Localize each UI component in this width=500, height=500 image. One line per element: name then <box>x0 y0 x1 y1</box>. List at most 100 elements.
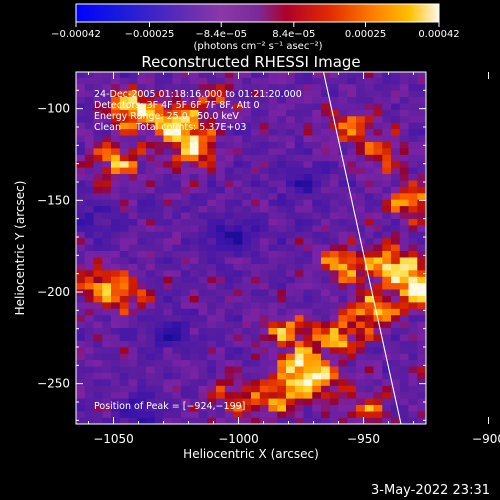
heatmap-cell <box>277 244 287 251</box>
heatmap-cell <box>198 372 208 380</box>
heatmap-cell <box>251 404 261 412</box>
heatmap-cell <box>207 302 217 309</box>
heatmap-cell <box>312 314 322 322</box>
heatmap-cell <box>137 199 147 207</box>
heatmap-cell <box>356 141 366 149</box>
heatmap-cell <box>286 334 296 341</box>
heatmap-cell <box>373 96 383 104</box>
heatmap-cell <box>286 122 296 130</box>
heatmap-cell <box>417 96 426 104</box>
heatmap-cell <box>382 116 392 123</box>
heatmap-cell <box>102 103 112 110</box>
heatmap-cell <box>268 314 278 322</box>
heatmap-cell <box>111 135 121 142</box>
heatmap-cell <box>102 385 112 393</box>
heatmap-cell <box>146 72 156 78</box>
heatmap-cell <box>347 244 357 251</box>
heatmap-cell <box>251 237 261 245</box>
heatmap-cell <box>172 212 182 219</box>
heatmap-cell <box>408 289 418 296</box>
heatmap-cell <box>102 122 112 130</box>
heatmap-cell <box>321 173 331 181</box>
heatmap-cell <box>356 244 366 251</box>
heatmap-cell <box>277 237 287 245</box>
heatmap-cell <box>172 276 182 284</box>
heatmap-cell <box>119 135 129 142</box>
heatmap-cell <box>408 379 418 386</box>
heatmap-cell <box>399 398 409 405</box>
heatmap-cell <box>216 282 226 290</box>
heatmap-cell <box>146 417 156 424</box>
heatmap-cell <box>137 225 147 232</box>
heatmap-cell <box>329 212 339 219</box>
heatmap-cell <box>181 340 191 348</box>
heatmap-cell <box>154 225 164 232</box>
heatmap-cell <box>198 109 208 117</box>
heatmap-cell <box>303 135 313 142</box>
heatmap-cell <box>277 327 287 335</box>
heatmap-cell <box>391 180 401 187</box>
heatmap-cell <box>312 347 322 354</box>
heatmap-cell <box>286 237 296 245</box>
heatmap-cell <box>364 308 374 316</box>
heatmap-cell <box>347 231 357 239</box>
heatmap-cell <box>408 359 418 367</box>
heatmap-cell <box>172 327 182 335</box>
heatmap-cell <box>356 128 366 136</box>
heatmap-cell <box>198 359 208 367</box>
heatmap-cell <box>102 212 112 219</box>
heatmap-cell <box>259 72 269 78</box>
heatmap-cell <box>277 90 287 97</box>
heatmap-cell <box>347 385 357 393</box>
heatmap-cell <box>137 103 147 110</box>
heatmap-cell <box>399 263 409 271</box>
heatmap-cell <box>382 128 392 136</box>
heatmap-cell <box>356 96 366 104</box>
heatmap-cell <box>347 154 357 162</box>
heatmap-cell <box>111 276 121 284</box>
heatmap-cell <box>277 199 287 207</box>
heatmap-cell <box>356 263 366 271</box>
heatmap-cell <box>154 302 164 309</box>
heatmap-cell <box>382 180 392 187</box>
heatmap-cell <box>233 404 243 412</box>
heatmap-cell <box>93 340 103 348</box>
heatmap-cell <box>189 282 199 290</box>
heatmap-cell <box>329 154 339 162</box>
heatmap-cell <box>382 103 392 110</box>
heatmap-cell <box>102 327 112 335</box>
heatmap-cell <box>268 167 278 174</box>
heatmap-cell <box>224 257 234 264</box>
heatmap-cell <box>242 340 252 348</box>
heatmap-cell <box>382 417 392 424</box>
heatmap-cell <box>76 122 86 130</box>
heatmap-cell <box>207 391 217 399</box>
heatmap-cell <box>102 340 112 348</box>
heatmap-cell <box>294 83 304 91</box>
heatmap-cell <box>399 90 409 97</box>
heatmap-cell <box>163 270 173 277</box>
heatmap-cell <box>128 154 138 162</box>
heatmap-cell <box>329 180 339 187</box>
heatmap-cell <box>347 270 357 277</box>
heatmap-cell <box>356 289 366 296</box>
heatmap-cell <box>189 231 199 239</box>
heatmap-cell <box>181 276 191 284</box>
heatmap-cell <box>181 96 191 104</box>
heatmap-cell <box>338 391 348 399</box>
heatmap-cell <box>172 282 182 290</box>
heatmap-cell <box>321 154 331 162</box>
heatmap-cell <box>137 180 147 187</box>
heatmap-cell <box>251 385 261 393</box>
heatmap-cell <box>382 282 392 290</box>
heatmap-cell <box>294 225 304 232</box>
heatmap-cell <box>207 314 217 322</box>
heatmap-cell <box>303 148 313 155</box>
heatmap-cell <box>399 353 409 361</box>
heatmap-cell <box>172 244 182 251</box>
heatmap-cell <box>198 212 208 219</box>
heatmap-cell <box>111 302 121 309</box>
colorbar-ticks: −0.00042 −0.00025 −8.4e−05 8.4e−05 0.00025 0.… <box>51 22 460 40</box>
heatmap-cell <box>198 398 208 405</box>
heatmap-cell <box>198 379 208 386</box>
